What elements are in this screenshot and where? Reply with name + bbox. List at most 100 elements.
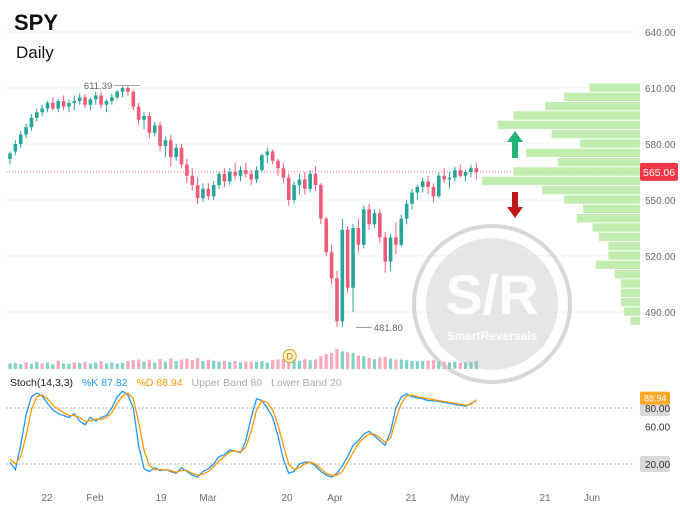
volume-bar (276, 359, 280, 369)
volume-bar (94, 362, 98, 369)
candle-body (35, 112, 39, 118)
volume-bar (271, 360, 275, 369)
volume-bar (115, 363, 119, 369)
volume-bar (40, 363, 44, 369)
candle-body (458, 170, 463, 176)
svg-text:SmartReversals: SmartReversals (447, 329, 538, 343)
volume-profile-bar (576, 214, 640, 223)
volume-bar (62, 363, 66, 369)
candle-body (13, 144, 18, 152)
candle-body (24, 127, 28, 135)
volume-bar (383, 357, 387, 369)
candle-body (163, 140, 168, 146)
last-price-label: 565.06 (643, 167, 675, 179)
candle-body (77, 97, 82, 102)
volume-bar (394, 359, 398, 369)
high-price-label: 611.39 (84, 81, 112, 92)
dividend-marker-label: D (287, 352, 294, 362)
volume-profile-bar (589, 83, 640, 92)
volume-bar (367, 357, 371, 369)
candle-body (270, 151, 275, 161)
candle-body (227, 172, 232, 182)
volume-profile-bar (583, 204, 640, 214)
volume-bar (378, 357, 382, 369)
stoch-tick-label: 60.00 (645, 423, 670, 434)
volume-profile-bar (608, 251, 640, 260)
volume-bar (431, 360, 436, 369)
volume-bar (372, 359, 377, 369)
volume-bar (163, 361, 168, 369)
volume-profile (482, 83, 640, 326)
last-price-tag (640, 162, 678, 181)
volume-profile-bar (630, 316, 640, 326)
ticker-title: SPY (14, 10, 59, 35)
candle-body (281, 168, 286, 178)
volume-bar (88, 363, 92, 369)
candle-body (313, 173, 318, 186)
volume-bar (399, 359, 403, 369)
volume-bar (29, 363, 34, 369)
volume-bar (67, 363, 71, 369)
volume-bar (212, 360, 216, 369)
candle-body (67, 102, 71, 107)
price-tick-label: 550.00 (645, 196, 676, 207)
volume-bar (185, 358, 189, 369)
volume-bar (260, 361, 264, 369)
price-axis: 640.00 610.00 580.00 550.00 520.00 490.00 565.… (640, 28, 678, 319)
stoch-legend: Stoch(14,3,3) %K 87.82 %D 88.94 Upper Ba… (10, 377, 348, 389)
volume-bar (169, 358, 173, 369)
price-annotations: 611.39 481.80 (84, 81, 403, 334)
volume-bar (196, 358, 200, 369)
volume-profile-bar (624, 307, 640, 316)
volume-bar (249, 361, 253, 369)
volume-bar (244, 361, 248, 369)
candle-body (233, 172, 237, 176)
volume-bar (324, 353, 328, 369)
volume-bar (238, 362, 243, 369)
candle-body (206, 188, 211, 197)
volume-bar (281, 359, 285, 369)
candle-body (45, 102, 50, 109)
candle-body (126, 88, 130, 92)
volume-bar (142, 361, 146, 369)
volume-profile-bar (598, 232, 640, 242)
candle-body (388, 237, 393, 262)
candle-body (260, 155, 264, 171)
volume-bar (137, 359, 141, 369)
candle-body (351, 228, 355, 288)
time-tick-label: 21 (405, 493, 417, 504)
timeframe-label: Daily (16, 43, 54, 62)
time-tick-label: 22 (41, 493, 53, 504)
candle-body (88, 99, 93, 105)
candle-body (372, 213, 377, 225)
candle-body (324, 218, 329, 253)
stoch-title: Stoch(14,3,3) (10, 377, 74, 389)
candle-body (104, 101, 109, 105)
volume-bar (228, 361, 232, 369)
volume-profile-bar (621, 279, 640, 288)
candle-body (361, 209, 366, 245)
volume-bar (410, 361, 414, 369)
volume-bar (292, 359, 296, 369)
candle-body (463, 172, 468, 176)
candle-body (420, 181, 425, 187)
volume-bar (158, 359, 162, 369)
candle-body (276, 160, 280, 169)
volume-bar (45, 362, 50, 369)
stochastic-panel: 80.00 60.00 20.00 88.94 (6, 390, 670, 478)
time-axis: 22 Feb 19 Mar 20 Apr 21 May 21 Jun (41, 493, 600, 504)
candle-body (142, 116, 146, 120)
dividend-marker-icon (282, 349, 297, 363)
candle-body (437, 175, 441, 197)
volume-bar (469, 361, 473, 369)
candle-body (8, 153, 12, 159)
volume-bar (437, 361, 441, 369)
volume-profile-bar (564, 92, 640, 102)
candle-body (222, 173, 227, 182)
volume-profile-bar (614, 270, 640, 279)
candle-body (404, 203, 409, 219)
volume-profile-bar (497, 120, 640, 130)
volume-bar (126, 361, 130, 369)
volume-bar (120, 362, 125, 369)
